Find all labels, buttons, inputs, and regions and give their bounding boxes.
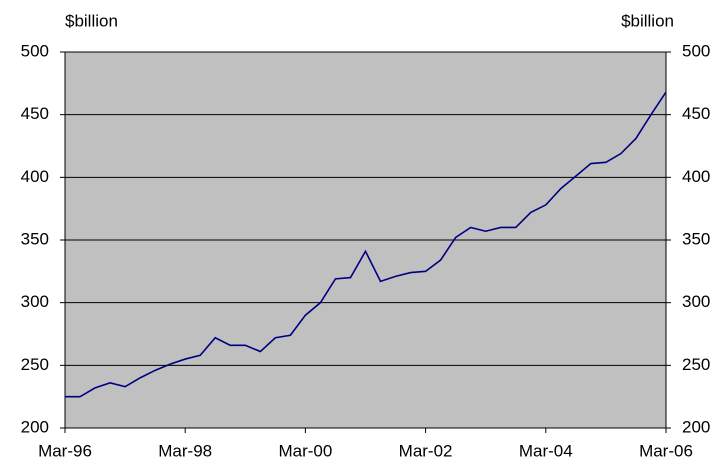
y-tick-label: 250	[21, 355, 49, 374]
y2-tick-label: 350	[682, 229, 710, 248]
y2-tick-label: 500	[682, 41, 710, 60]
x-tick-label: Mar-04	[519, 441, 573, 460]
y2-tick-label: 250	[682, 355, 710, 374]
y2-tick-label: 400	[682, 167, 710, 186]
y-tick-label: 200	[21, 417, 49, 436]
y2-tick-label: 200	[682, 417, 710, 436]
line-series	[65, 91, 667, 398]
y-tick-label: 450	[21, 104, 49, 123]
x-tick-label: Mar-02	[399, 441, 453, 460]
x-tick-label: Mar-98	[158, 441, 212, 460]
x-tick-label: Mar-00	[278, 441, 332, 460]
y2-tick-label: 450	[682, 104, 710, 123]
x-tick-label: Mar-06	[639, 441, 693, 460]
y-tick-label: 350	[21, 229, 49, 248]
y2-tick-label: 300	[682, 292, 710, 311]
y2-axis-label: $billion	[621, 11, 674, 30]
y-tick-label: 300	[21, 292, 49, 311]
y-tick-label: 400	[21, 167, 49, 186]
y-tick-label: 500	[21, 41, 49, 60]
x-tick-label: Mar-96	[38, 441, 92, 460]
y-axis-label: $billion	[65, 11, 118, 30]
